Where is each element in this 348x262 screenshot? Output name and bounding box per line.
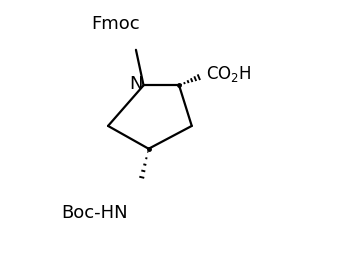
Text: N: N xyxy=(129,75,142,93)
Text: Boc-HN: Boc-HN xyxy=(61,204,128,222)
Text: CO$_2$H: CO$_2$H xyxy=(206,64,251,84)
Text: Fmoc: Fmoc xyxy=(91,15,140,33)
